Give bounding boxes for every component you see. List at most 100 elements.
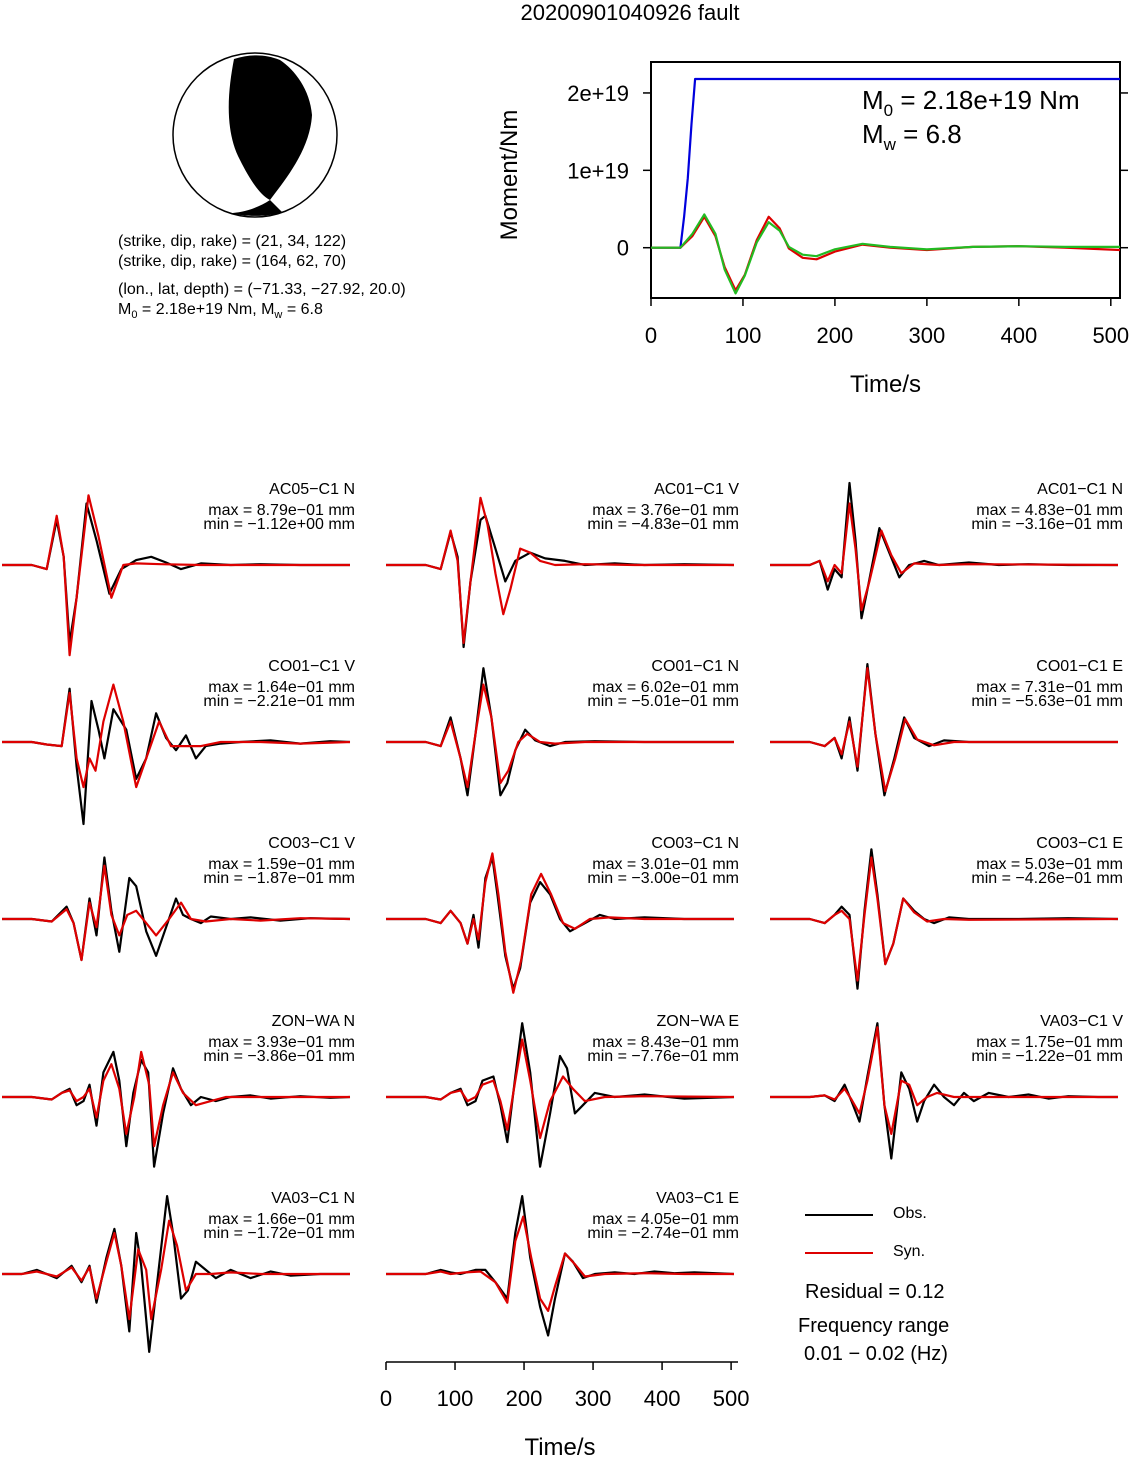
station-max: max = 3.01e−01 mm [592, 856, 739, 873]
station-label: CO03−C1 V [268, 835, 355, 852]
station-max: max = 7.31e−01 mm [976, 679, 1123, 696]
focal-mechanism-beachball [172, 52, 338, 218]
station-min: min = −5.01e−01 mm [587, 693, 739, 710]
station-label: CO03−C1 E [1036, 835, 1123, 852]
moment-magnitude-annotation: Mw = 6.8 [862, 119, 962, 154]
station-label: CO03−C1 N [651, 835, 739, 852]
observed-trace [770, 1022, 1118, 1160]
moment-plot-frame [650, 61, 1121, 299]
station-max: max = 4.05e−01 mm [592, 1211, 739, 1228]
station-min: min = −7.76e−01 mm [587, 1048, 739, 1065]
moment-magnitude-subscript: w [883, 135, 897, 154]
x-tick-label: 100 [725, 323, 762, 348]
waveform-x-axis-label: Time/s [524, 1434, 595, 1458]
station-min: min = −1.72e−01 mm [203, 1225, 355, 1242]
station-min: min = −4.26e−01 mm [971, 870, 1123, 887]
synthetic-trace [770, 667, 1118, 793]
station-label: VA03−C1 N [271, 1190, 355, 1207]
seismic-moment-annotation: M0 = 2.18e+19 Nm [862, 85, 1080, 120]
station-min: min = −2.21e−01 mm [203, 693, 355, 710]
station-min: min = −2.74e−01 mm [587, 1225, 739, 1242]
beachball-lower-quadrant [230, 200, 282, 216]
focal-info: (strike, dip, rake) = (21, 34, 122) (str… [118, 232, 406, 325]
station-min: min = −1.12e+00 mm [203, 516, 355, 533]
station-max: max = 6.02e−01 mm [592, 679, 739, 696]
station-max: max = 5.03e−01 mm [976, 856, 1123, 873]
legend-syn: Syn. [805, 1243, 1055, 1267]
station-max: max = 3.93e−01 mm [208, 1034, 355, 1051]
station-min: min = −1.87e−01 mm [203, 870, 355, 887]
synthetic-trace [2, 683, 351, 789]
seismic-moment-subscript: 0 [884, 101, 893, 120]
observed-trace [386, 514, 735, 649]
synthetic-trace [2, 494, 350, 657]
station-max: max = 8.43e−01 mm [592, 1034, 739, 1051]
station-label: VA03−C1 V [1040, 1013, 1123, 1030]
y-tick-label: 1e+19 [567, 158, 629, 183]
x-tick-label: 500 [1092, 323, 1129, 348]
frequency-range-title: Frequency range [798, 1315, 950, 1337]
nodal-plane-2: (strike, dip, rake) = (164, 62, 70) [118, 253, 347, 270]
frequency-range-value: 0.01 − 0.02 (Hz) [804, 1343, 948, 1365]
station-label: AC01−C1 N [1037, 481, 1123, 498]
station-label: VA03−C1 E [656, 1190, 739, 1207]
hypocenter-location: (lon., lat, depth) = (−71.33, −27.92, 20… [118, 281, 406, 298]
legend-obs: Obs. [805, 1205, 1055, 1229]
synthetic-trace [2, 1219, 350, 1321]
page-title: 20200901040926 fault [520, 0, 740, 25]
synthetic-trace [386, 1215, 734, 1313]
station-min: min = −4.83e−01 mm [587, 516, 739, 533]
synthetic-trace [770, 502, 1119, 612]
synthetic-trace [2, 1050, 350, 1148]
station-label: CO01−C1 E [1036, 658, 1123, 675]
y-axis-label: Moment/Nm [496, 110, 523, 241]
station-min: min = −3.16e−01 mm [971, 516, 1123, 533]
station-max: max = 1.66e−01 mm [208, 1211, 355, 1228]
moment-series-2 [651, 213, 1120, 295]
synthetic-trace [386, 496, 734, 645]
station-label: AC05−C1 N [269, 481, 355, 498]
legend-syn-label: Syn. [893, 1243, 926, 1260]
waveform-x-tick-label: 300 [575, 1386, 612, 1411]
waveform-x-tick-label: 0 [380, 1386, 392, 1411]
waveform-x-tick-label: 200 [506, 1386, 543, 1411]
seismic-moment-value: = 2.18e+19 Nm [893, 85, 1079, 115]
waveform-x-tick-label: 400 [644, 1386, 681, 1411]
station-min: min = −3.00e−01 mm [587, 870, 739, 887]
station-label: ZON−WA E [656, 1013, 739, 1030]
x-tick-label: 400 [1000, 323, 1037, 348]
station-label: AC01−C1 V [654, 481, 739, 498]
beachball-compressional-quadrant [228, 55, 312, 200]
legend-syn-line [805, 1252, 873, 1254]
y-tick-label: 2e+19 [567, 81, 629, 106]
station-max: max = 1.75e−01 mm [976, 1034, 1123, 1051]
station-min: min = −5.63e−01 mm [971, 693, 1123, 710]
station-label: CO01−C1 N [651, 658, 739, 675]
observed-trace [386, 1022, 735, 1168]
moment-magnitude-value: = 6.8 [896, 119, 962, 149]
nodal-plane-1: (strike, dip, rake) = (21, 34, 122) [118, 233, 347, 250]
waveform-x-tick-label: 100 [437, 1386, 474, 1411]
observed-trace [2, 1050, 351, 1168]
moment-function-chart: 0 100 200 300 400 500 0 1e+19 2e+19 Time/s Moment/… [496, 61, 1129, 398]
station-max: max = 4.83e−01 mm [976, 502, 1123, 519]
station-max: max = 1.59e−01 mm [208, 856, 355, 873]
synthetic-trace [386, 1038, 735, 1140]
station-label: CO01−C1 V [268, 658, 355, 675]
station-min: min = −1.22e−01 mm [971, 1048, 1123, 1065]
synthetic-trace [770, 856, 1119, 982]
residual-text: Residual = 0.12 [805, 1281, 945, 1303]
